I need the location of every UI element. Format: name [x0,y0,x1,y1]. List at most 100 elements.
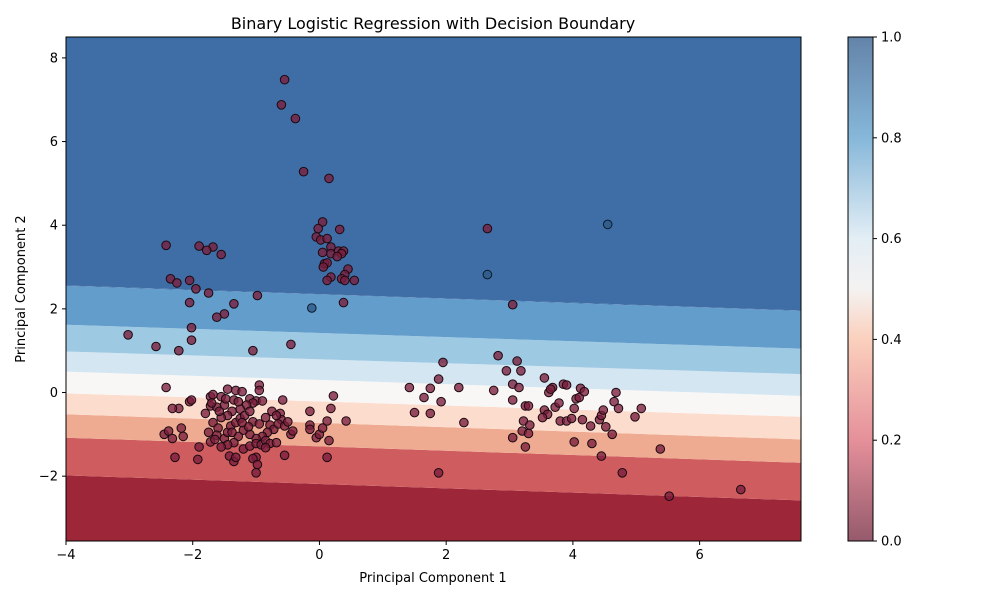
data-point [203,427,214,438]
data-point [245,406,255,417]
data-point [577,414,588,425]
probability-band [66,324,801,375]
data-point [286,339,296,350]
data-point [433,374,444,384]
data-point [203,288,214,298]
data-point [419,392,429,403]
data-point [318,262,329,272]
data-point [404,382,415,393]
data-point [554,398,564,408]
data-point [488,385,499,396]
data-point [409,407,420,418]
data-point [254,385,265,396]
y-tick-label: 8 [50,51,58,66]
data-point [229,299,239,309]
data-point [561,380,572,390]
data-point [523,401,534,411]
data-point [579,386,590,397]
data-point [210,434,220,445]
data-point [200,408,211,419]
y-tick-label: 6 [50,135,58,150]
colorbar-tick-label: 0.8 [881,131,902,146]
plot-area: −4 −2 0 2 4 6 −2 0 2 4 6 8 [39,36,802,563]
data-point [271,410,282,421]
data-point [220,394,231,404]
data-point [609,396,619,407]
data-point [611,387,621,398]
colorbar-tick-label: 1.0 [881,31,902,46]
data-point [425,408,436,419]
data-point [587,438,597,449]
y-tick-label: 2 [50,302,58,317]
plot-frame [65,36,802,542]
data-point [338,297,349,308]
data-point [178,431,188,442]
data-point [216,249,226,260]
data-point [307,303,317,313]
data-point [569,403,580,414]
data-point [252,290,263,301]
data-point [184,275,195,286]
data-point [167,433,178,444]
y-axis-label: Principal Component 2 [14,215,29,362]
x-tick-label: 0 [315,548,323,563]
data-point [332,251,343,262]
data-point [163,426,174,436]
data-point [507,395,518,405]
data-point [151,341,161,352]
data-point [602,219,613,230]
probability-band [66,37,801,311]
data-point [322,452,332,463]
data-point [459,417,469,428]
data-point [322,233,332,244]
x-tick-label: 4 [569,548,577,563]
data-point [736,484,746,495]
data-point [305,406,315,417]
data-point [283,417,293,427]
colorbar-tick-label: 0.6 [881,232,902,247]
data-point [664,491,675,502]
colorbar: 0.0 0.2 0.4 0.6 0.8 1.0 [847,31,902,550]
data-point [655,444,666,454]
data-point [501,366,512,376]
data-point [514,382,524,393]
data-point [334,224,345,235]
data-point [596,451,607,461]
data-point [161,240,171,251]
data-point [566,413,577,424]
data-point [512,356,522,366]
data-point [298,166,309,177]
colorbar-tick-label: 0.4 [881,333,902,348]
data-point [601,422,611,432]
data-point [636,403,647,414]
y-tick-label: 4 [50,219,58,234]
data-point [277,395,288,405]
data-point [537,412,548,423]
data-point [184,297,195,308]
data-point [525,420,535,430]
data-point [438,357,448,368]
y-tick-label: −2 [39,470,58,485]
data-point [322,275,332,286]
data-point [313,223,324,234]
data-point [233,396,244,407]
data-point [317,217,328,227]
data-point [585,421,596,431]
data-point [324,435,334,446]
data-point [254,419,265,429]
data-point [482,223,493,234]
data-point [206,398,217,408]
data-point [161,382,171,393]
data-point [186,395,197,405]
data-point [279,74,290,85]
data-point [123,330,133,340]
decision-surface [66,37,801,541]
data-point [176,423,187,433]
data-point [237,386,247,397]
data-point [317,423,328,433]
data-point [326,403,336,414]
probability-band [66,351,801,396]
data-point [523,428,534,439]
x-axis-label: Principal Component 1 [359,571,506,586]
